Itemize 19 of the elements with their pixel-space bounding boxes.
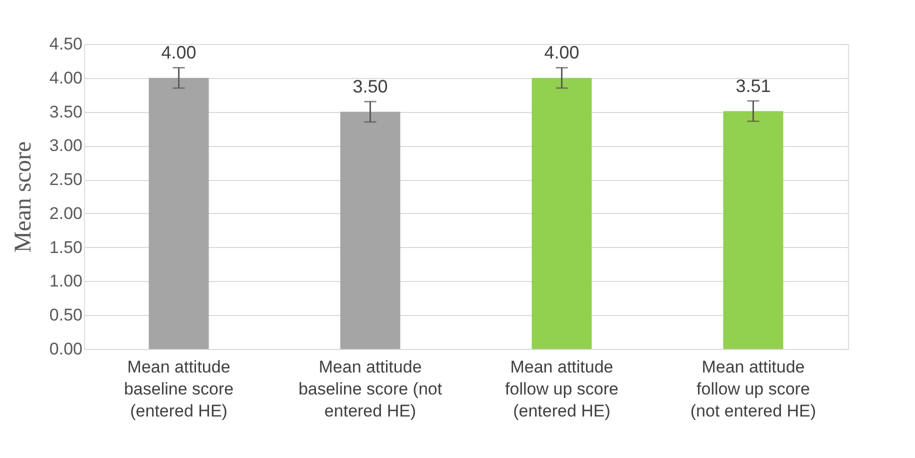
y-tick-label: 0.00: [49, 340, 82, 358]
y-tick-label: 1.00: [49, 272, 82, 291]
y-tick-label: 2.00: [49, 204, 82, 223]
data-label: 3.51: [736, 76, 771, 96]
y-tick-label: 4.00: [49, 68, 82, 88]
data-label: 4.00: [544, 42, 580, 63]
y-tick-label: 2.50: [49, 170, 82, 190]
y-tick-label: 1.50: [49, 238, 82, 257]
x-tick-label: Mean attitude baseline score (not entered HE): [298, 358, 442, 420]
y-tick-label: 3.50: [49, 102, 82, 122]
x-tick-label: Mean attitude follow up score (entered HE): [505, 358, 618, 420]
y-tick-label: 4.50: [49, 34, 82, 54]
y-tick-label: 0.50: [49, 306, 82, 325]
x-tick-label: Mean attitude follow up score (not entered HE): [690, 358, 816, 420]
x-tick-label: Mean attitude baseline score (entered HE): [124, 358, 234, 420]
data-label: 4.00: [161, 42, 196, 63]
data-label: 3.50: [352, 76, 388, 97]
y-tick-label: 3.00: [49, 136, 82, 156]
y-axis-title: Mean score: [10, 141, 36, 253]
